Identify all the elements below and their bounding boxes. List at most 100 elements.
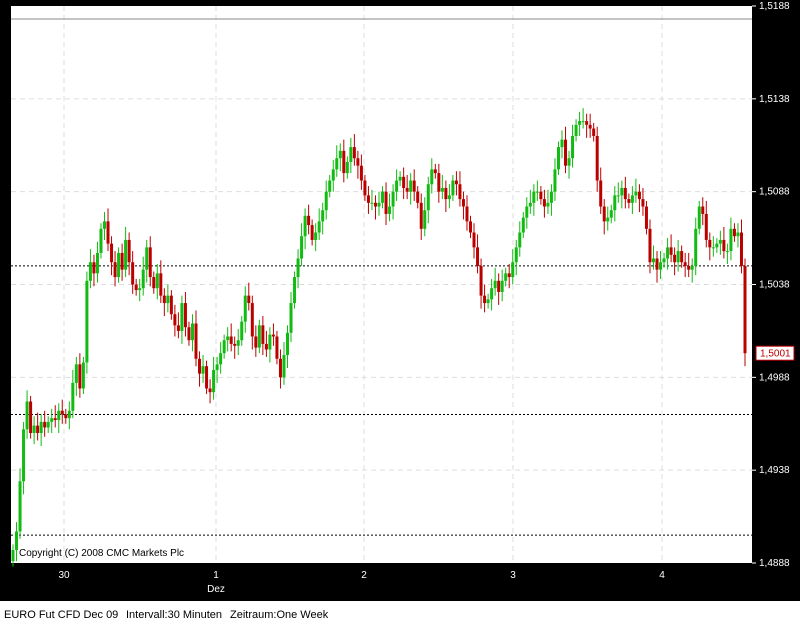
candle-body — [317, 221, 321, 233]
candle-body — [514, 247, 518, 263]
candle-body — [212, 369, 216, 393]
candle-body — [687, 265, 691, 270]
candle-body — [349, 147, 353, 162]
candle-body — [60, 410, 64, 415]
candle-body — [190, 323, 194, 341]
candle-body — [412, 180, 416, 192]
x-tick-label: 30 — [58, 570, 70, 581]
candle-body — [300, 236, 304, 259]
candle-body — [286, 332, 289, 356]
last-price-box — [755, 345, 795, 361]
candle-body — [581, 121, 585, 123]
candle-body — [18, 481, 22, 532]
x-tick-label: 3 — [510, 570, 516, 581]
candle-body — [648, 228, 652, 263]
candle-body — [173, 314, 177, 326]
candle-body — [117, 252, 121, 278]
candle-body — [616, 195, 620, 197]
y-tick-label: 1,5188 — [759, 1, 790, 12]
candle-body — [504, 273, 508, 281]
y-axis: 1,5188 1,5138 1,5088 1,5038 1,4988 1,4938 1,48… — [752, 1, 790, 569]
candle-body — [257, 325, 261, 348]
candle-body — [120, 252, 124, 270]
candle-body — [500, 280, 504, 292]
candle-body — [490, 288, 494, 300]
candle-body — [483, 295, 487, 304]
candle-body — [32, 425, 36, 434]
candle-body — [159, 273, 163, 296]
candle-body — [676, 251, 680, 263]
candle-body — [384, 191, 388, 214]
candles — [11, 108, 747, 567]
copyright-text: Copyright (C) 2008 CMC Markets Plc — [19, 548, 184, 559]
candle-body — [697, 206, 701, 229]
candle-body — [641, 199, 645, 207]
candle-body — [652, 258, 655, 263]
candle-body — [419, 202, 423, 229]
candle-body — [282, 355, 286, 378]
candle-body — [328, 180, 332, 192]
candle-body — [187, 327, 191, 341]
candle-body — [725, 251, 729, 253]
candle-body — [426, 184, 430, 211]
candle-body — [106, 221, 110, 244]
candle-body — [606, 217, 610, 222]
candle-body — [444, 187, 448, 200]
candle-body — [662, 258, 666, 263]
candle-body — [539, 191, 543, 200]
candle-body — [521, 217, 525, 233]
candle-body — [711, 247, 715, 249]
candle-body — [461, 199, 465, 207]
candle-body — [310, 225, 314, 240]
candle-body — [366, 195, 370, 203]
candle-body — [704, 213, 708, 240]
candle-body — [708, 239, 712, 248]
candle-body — [78, 364, 82, 389]
candle-body — [243, 295, 247, 322]
candle-body — [289, 303, 293, 333]
candle-body — [57, 410, 61, 421]
candle-body — [113, 262, 117, 278]
candle-body — [398, 176, 402, 181]
candle-body — [92, 262, 96, 274]
candle-body — [293, 277, 297, 304]
candle-body — [585, 121, 589, 125]
candle-body — [409, 180, 413, 192]
candle-body — [138, 288, 142, 291]
status-bar: EURO Fut CFD Dec 09 Intervall:30 Minuten… — [0, 601, 800, 625]
candle-body — [74, 364, 78, 383]
candle-body — [623, 187, 627, 200]
candle-body — [169, 295, 173, 315]
candle-body — [324, 191, 328, 211]
candle-body — [377, 202, 381, 207]
candle-body — [166, 295, 170, 304]
candle-body — [402, 176, 406, 188]
candle-body — [722, 239, 726, 252]
candle-body — [437, 173, 441, 192]
candle-body — [219, 353, 223, 365]
reference-lines — [11, 18, 752, 536]
candle-body — [718, 239, 722, 244]
x-tick-label: 1 — [213, 570, 219, 581]
candle-body — [595, 135, 599, 181]
candle-body — [50, 418, 54, 422]
candle-body — [373, 202, 377, 207]
candle-body — [183, 303, 187, 328]
candle-body — [127, 239, 131, 263]
candle-body — [43, 421, 47, 428]
candle-body — [497, 280, 501, 292]
candle-body — [338, 150, 342, 159]
symbol-label: EURO Fut CFD Dec 09 — [4, 609, 119, 621]
candle-body — [553, 169, 557, 192]
candle-body — [493, 280, 497, 289]
candle-body — [395, 180, 399, 192]
candle-body — [564, 139, 568, 166]
candle-body — [15, 531, 19, 551]
price-chart[interactable]: 1,5188 1,5138 1,5088 1,5038 1,4988 1,4938 1,48… — [0, 0, 800, 601]
y-tick-label: 1,5038 — [759, 280, 790, 291]
candle-body — [430, 169, 434, 185]
candle-body — [525, 206, 529, 218]
candle-body — [25, 401, 29, 430]
y-tick-label: 1,5088 — [759, 187, 790, 198]
candle-body — [261, 325, 265, 344]
